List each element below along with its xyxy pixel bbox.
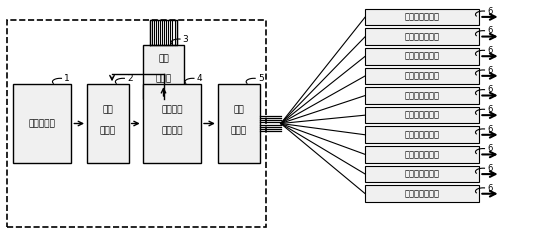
Text: 6: 6 [487,164,493,173]
Text: 连续激光器: 连续激光器 [28,119,56,128]
Text: 6: 6 [487,7,493,16]
FancyBboxPatch shape [365,107,479,124]
FancyBboxPatch shape [365,9,479,25]
FancyBboxPatch shape [143,45,184,99]
Text: 6: 6 [487,66,493,75]
Text: 6: 6 [487,184,493,192]
FancyBboxPatch shape [365,48,479,64]
Text: 6: 6 [487,144,493,153]
FancyBboxPatch shape [218,84,259,163]
Text: 6: 6 [487,105,493,114]
Text: 光学放大器模块: 光学放大器模块 [405,189,440,198]
Text: 调制模块: 调制模块 [161,126,182,135]
Text: 6: 6 [487,85,493,94]
Text: 第三: 第三 [233,105,244,115]
FancyBboxPatch shape [365,87,479,104]
Text: 6: 6 [487,46,493,55]
Text: 4: 4 [196,74,202,83]
Text: 激光脉冲: 激光脉冲 [161,105,182,115]
Text: 光学放大器模块: 光学放大器模块 [405,71,440,80]
FancyBboxPatch shape [365,28,479,45]
FancyBboxPatch shape [87,84,129,163]
Text: 3: 3 [182,35,189,44]
Text: 光学放大器模块: 光学放大器模块 [405,32,440,41]
Text: 光学放大器模块: 光学放大器模块 [405,91,440,100]
Text: 2: 2 [127,74,133,83]
Text: 6: 6 [487,26,493,35]
Text: 分束器: 分束器 [100,126,116,135]
Text: 6: 6 [487,124,493,134]
FancyBboxPatch shape [365,146,479,163]
Text: 分束器: 分束器 [156,75,171,84]
FancyBboxPatch shape [143,84,201,163]
FancyBboxPatch shape [13,84,71,163]
FancyBboxPatch shape [365,126,479,143]
FancyBboxPatch shape [365,185,479,202]
Text: 分束器: 分束器 [230,126,247,135]
Text: 第二: 第二 [158,54,169,63]
FancyBboxPatch shape [365,166,479,183]
Text: 光学放大器模块: 光学放大器模块 [405,130,440,139]
Text: 第一: 第一 [103,105,113,115]
Text: 5: 5 [258,74,263,83]
Text: 光学放大器模块: 光学放大器模块 [405,52,440,61]
Text: 1: 1 [64,74,70,83]
Text: 光学放大器模块: 光学放大器模块 [405,170,440,179]
FancyBboxPatch shape [365,67,479,84]
Text: 光学放大器模块: 光学放大器模块 [405,150,440,159]
Text: 光学放大器模块: 光学放大器模块 [405,111,440,120]
Text: 光学放大器模块: 光学放大器模块 [405,12,440,21]
